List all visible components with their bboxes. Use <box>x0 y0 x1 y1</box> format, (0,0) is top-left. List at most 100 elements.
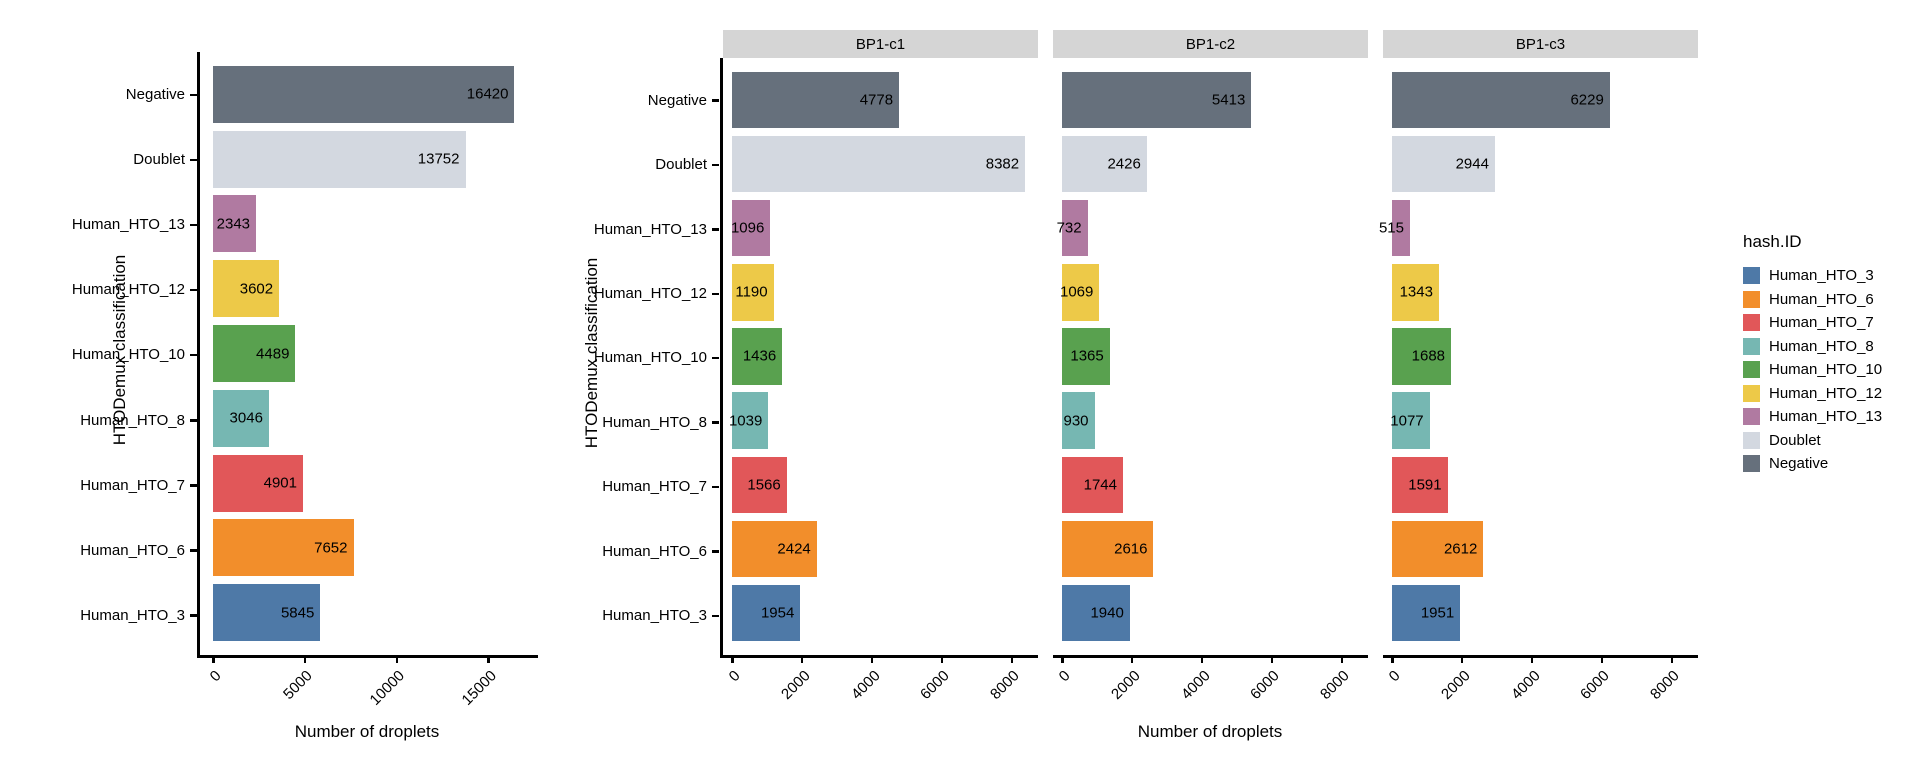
bar-row-human_hto_12: 1069 <box>1060 260 1368 324</box>
legend-swatch <box>1743 361 1760 379</box>
y-category-label-text: Doublet <box>133 151 185 169</box>
legend-label: Human_HTO_12 <box>1769 384 1883 402</box>
legend-label: Human_HTO_10 <box>1769 361 1883 379</box>
y-category-label-human_hto_10: Human_HTO_10 <box>0 322 197 387</box>
x-tick <box>731 655 734 663</box>
bar-negative: 4778 <box>732 71 900 129</box>
y-category-label-human_hto_3: Human_HTO_3 <box>524 584 719 648</box>
bar-row-human_hto_13: 515 <box>1379 196 1698 260</box>
bar-row-negative: 4778 <box>732 68 1038 132</box>
y-category-label-human_hto_3: Human_HTO_3 <box>0 583 197 648</box>
legend-item-human_hto_10: Human_HTO_10 <box>1743 358 1882 382</box>
bar-value-label: 2424 <box>777 540 811 558</box>
bar-value-label: 7652 <box>314 539 348 557</box>
facet-strip-bp1-c2: BP1-c2 <box>1053 30 1368 58</box>
x-tick-label: 0 <box>206 667 225 686</box>
bar-row-negative: 16420 <box>213 62 538 127</box>
bar-doublet: 2944 <box>1392 135 1495 193</box>
bar-human_hto_6: 7652 <box>213 519 354 577</box>
bar-row-human_hto_8: 1077 <box>1390 389 1698 453</box>
bar-human_hto_8: 1077 <box>1390 392 1430 449</box>
bar-human_hto_8: 930 <box>1062 392 1095 449</box>
legend-label: Human_HTO_6 <box>1769 290 1874 308</box>
legend-swatch <box>1743 314 1760 332</box>
y-tick <box>712 550 719 553</box>
bar-value-label: 732 <box>1056 219 1082 237</box>
panel-bp1-c3: 6229 2944 515 1343 1688 1077 1591 2612 1951 0 2000… <box>1379 58 1698 703</box>
x-tick <box>1391 655 1394 663</box>
bar-value-label: 1688 <box>1411 347 1446 365</box>
y-category-label-text: Human_HTO_13 <box>71 216 185 234</box>
legend: hash.ID Human_HTO_3 Human_HTO_6 Human_HTO_… <box>1743 232 1882 476</box>
bar-doublet: 8382 <box>732 135 1026 193</box>
x-tick <box>870 655 874 663</box>
bar-value-label: 2343 <box>216 215 251 233</box>
bar-negative: 5413 <box>1062 71 1252 129</box>
y-tick <box>712 228 719 231</box>
bar-row-doublet: 8382 <box>732 132 1038 196</box>
bar-row-human_hto_6: 2616 <box>1062 517 1368 581</box>
x-axis: 0 2000 4000 6000 8000 <box>1383 655 1698 725</box>
x-tick <box>1061 655 1064 663</box>
x-tick-label: 15000 <box>458 667 500 709</box>
x-tick-label: 5000 <box>280 667 317 703</box>
bar-value-label: 1951 <box>1420 604 1455 622</box>
x-tick <box>1460 655 1464 663</box>
legend-item-human_hto_13: Human_HTO_13 <box>1743 405 1882 429</box>
x-tick <box>1340 655 1344 663</box>
legend-label: Human_HTO_8 <box>1769 337 1874 355</box>
bar-value-label: 1940 <box>1090 604 1124 622</box>
bar-value-label: 515 <box>1378 219 1404 237</box>
bar-value-label: 1069 <box>1060 283 1094 301</box>
y-category-label-human_hto_6: Human_HTO_6 <box>0 518 197 583</box>
bar-row-human_hto_7: 1566 <box>732 453 1038 517</box>
y-category-label-text: Human_HTO_10 <box>593 349 707 367</box>
y-tick <box>712 356 719 360</box>
panel-overall: 16420 13752 2343 3602 4489 3046 4901 7652 5845 0 5… <box>197 52 538 709</box>
bar-human_hto_6: 2616 <box>1062 520 1154 578</box>
x-tick <box>1670 655 1674 663</box>
bar-value-label: 1744 <box>1083 476 1117 494</box>
y-category-label-human_hto_13: Human_HTO_13 <box>524 197 719 261</box>
y-category-label-human_hto_10: Human_HTO_10 <box>524 326 719 390</box>
bar-human_hto_12: 1190 <box>732 264 774 321</box>
bar-doublet: 2426 <box>1062 135 1147 193</box>
bar-human_hto_10: 1436 <box>732 328 783 385</box>
bar-row-human_hto_8: 930 <box>1062 389 1368 453</box>
bar-value-label: 2616 <box>1114 540 1148 558</box>
bar-value-label: 6229 <box>1570 91 1604 109</box>
x-tick-label: 2000 <box>1437 667 1474 703</box>
legend-item-human_hto_8: Human_HTO_8 <box>1743 335 1882 359</box>
x-tick <box>940 655 944 663</box>
bar-row-human_hto_13: 2343 <box>213 192 538 257</box>
x-tick-label: 8000 <box>987 667 1024 703</box>
x-axis-title-facets: Number of droplets <box>1137 722 1283 741</box>
y-category-label-human_hto_8: Human_HTO_8 <box>0 388 197 453</box>
y-category-label-text: Human_HTO_8 <box>602 413 707 431</box>
x-tick-label: 6000 <box>1577 667 1614 703</box>
bar-row-human_hto_13: 732 <box>1057 196 1368 260</box>
y-category-label-text: Human_HTO_12 <box>593 285 707 303</box>
bar-human_hto_10: 4489 <box>213 325 296 383</box>
bar-row-human_hto_8: 1039 <box>729 389 1038 453</box>
legend-item-human_hto_12: Human_HTO_12 <box>1743 382 1882 406</box>
bar-doublet: 13752 <box>213 130 466 188</box>
y-tick <box>190 484 197 487</box>
x-tick <box>1200 655 1204 663</box>
x-tick <box>1600 655 1604 663</box>
bar-rows: 6229 2944 515 1343 1688 1077 1591 2612 1951 <box>1379 68 1698 645</box>
bar-row-human_hto_8: 3046 <box>213 386 538 451</box>
bar-value-label: 13752 <box>417 150 460 168</box>
legend-title: hash.ID <box>1743 232 1802 251</box>
x-tick <box>487 655 490 663</box>
x-tick <box>303 655 307 663</box>
x-tick-label: 8000 <box>1647 667 1684 703</box>
y-category-label-doublet: Doublet <box>524 132 719 196</box>
legend-swatch <box>1743 337 1760 355</box>
legend-item-human_hto_3: Human_HTO_3 <box>1743 264 1882 288</box>
y-category-label-text: Human_HTO_7 <box>602 478 707 496</box>
bar-row-human_hto_12: 1190 <box>732 260 1038 324</box>
bar-row-doublet: 2426 <box>1062 132 1368 196</box>
bar-human_hto_13: 1096 <box>731 200 771 257</box>
facet-strip-bp1-c3: BP1-c3 <box>1383 30 1698 58</box>
